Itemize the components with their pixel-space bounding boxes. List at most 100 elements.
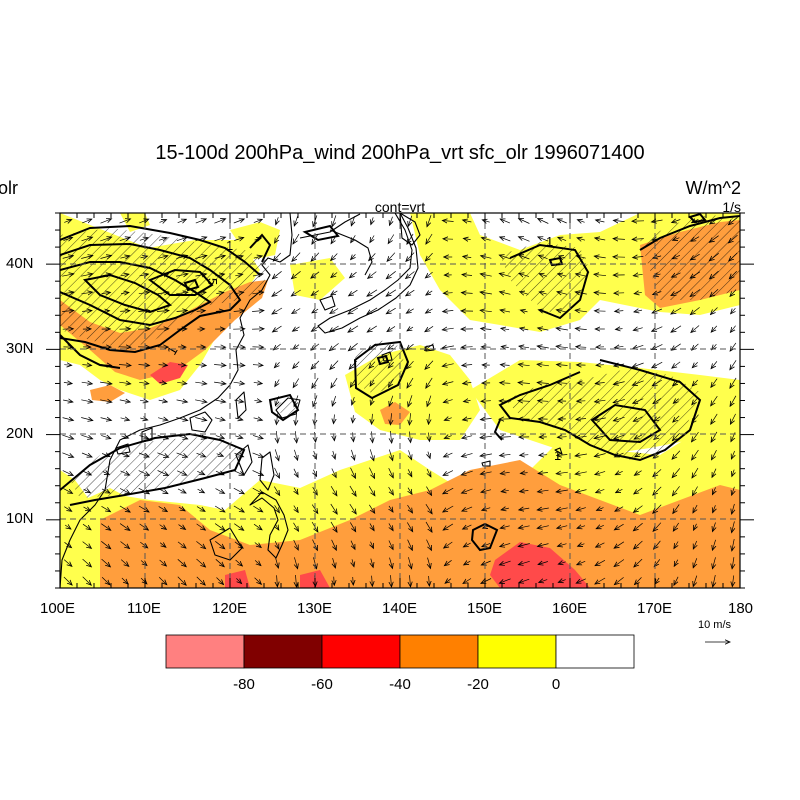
wind-vector <box>461 347 473 348</box>
wind-vector <box>118 365 131 366</box>
wind-vector <box>334 576 335 586</box>
wind-vector <box>690 289 701 297</box>
wind-vector <box>577 238 586 240</box>
wind-vector <box>333 450 335 459</box>
wind-vector <box>349 503 356 514</box>
wind-vector <box>594 454 606 457</box>
wind-vector <box>368 271 377 279</box>
wind-vector <box>462 365 473 366</box>
wind-vector <box>711 325 718 332</box>
wind-vector <box>351 540 355 550</box>
wind-vector <box>462 488 473 493</box>
wind-vector <box>120 311 130 312</box>
wind-vector <box>176 311 188 312</box>
wind-vector <box>293 522 299 531</box>
wind-vector <box>672 272 681 277</box>
colorbar-box <box>243 634 323 669</box>
wind-vector <box>652 326 663 332</box>
wind-vector <box>332 395 335 406</box>
wind-vector <box>214 418 225 421</box>
colorbar-label: -60 <box>311 676 333 693</box>
wind-vector <box>293 539 299 550</box>
wind-vector <box>480 292 492 294</box>
wind-vector <box>253 256 262 258</box>
wind-vector <box>500 219 510 224</box>
wind-vector <box>214 400 225 402</box>
wind-vector <box>331 377 338 388</box>
wind-vector <box>63 400 73 402</box>
wind-vector <box>371 217 373 224</box>
wind-vector <box>277 575 278 586</box>
wind-vector <box>711 396 718 406</box>
wind-vector <box>195 256 207 259</box>
wind-vector <box>64 506 71 512</box>
wind-vector <box>215 436 224 439</box>
wind-vector <box>691 325 700 333</box>
wind-vector <box>499 560 511 565</box>
wind-vector <box>480 310 492 311</box>
wind-vector <box>407 539 413 551</box>
wind-vector <box>101 523 111 531</box>
wind-vector <box>83 489 91 493</box>
wind-vector <box>64 220 71 223</box>
wind-vector <box>348 307 359 314</box>
wind-vector <box>82 311 92 312</box>
wind-vector <box>177 470 187 475</box>
wind-vector <box>390 430 391 443</box>
wind-vector <box>214 505 225 512</box>
wind-vector <box>501 508 509 510</box>
wind-vector <box>159 383 167 384</box>
colorbar-label: -20 <box>467 676 489 693</box>
wind-vector <box>558 562 566 564</box>
wind-vector <box>634 435 643 439</box>
wind-vector <box>672 486 680 495</box>
colorbar-box <box>321 634 401 669</box>
wind-vector <box>480 436 492 438</box>
wind-vector <box>313 395 318 406</box>
wind-vector <box>481 490 492 493</box>
wind-vector <box>653 504 662 514</box>
wind-vector <box>578 544 585 547</box>
reference-vector-label: 10 m/s <box>698 619 732 631</box>
wind-vector <box>538 544 549 547</box>
wind-vector <box>254 560 261 565</box>
wind-vector <box>272 271 282 278</box>
wind-vector <box>694 523 697 530</box>
wind-vector <box>500 310 510 312</box>
wind-vector <box>461 470 473 475</box>
colorbar-box <box>165 634 245 669</box>
wind-vector <box>138 470 150 476</box>
wind-vector <box>693 575 697 587</box>
wind-vector <box>481 329 492 330</box>
wind-vector <box>177 489 186 493</box>
wind-vector <box>518 401 531 402</box>
wind-vector <box>158 400 168 402</box>
wind-vector <box>253 382 262 383</box>
wind-vector <box>481 560 491 565</box>
wind-vector <box>729 270 737 279</box>
wind-vector <box>518 383 530 384</box>
wind-vector <box>100 237 111 242</box>
wind-vector <box>138 505 149 512</box>
wind-vector <box>539 580 548 583</box>
wind-vector <box>575 310 587 312</box>
x-tick-label: 140E <box>382 600 418 617</box>
wind-vector <box>596 220 605 222</box>
wind-vector <box>214 237 226 241</box>
wind-vector <box>730 377 737 388</box>
wind-vector <box>427 215 432 226</box>
wind-vector <box>409 413 410 425</box>
wind-vector <box>634 470 642 476</box>
wind-vector <box>463 543 471 547</box>
wind-vector <box>253 418 263 420</box>
wind-vector <box>100 418 112 421</box>
wind-vector <box>557 365 568 366</box>
wind-vector <box>235 418 243 420</box>
wind-vector <box>368 486 375 496</box>
wind-vector <box>214 382 226 384</box>
left-variable-label: olr <box>0 178 19 198</box>
wind-vector <box>81 274 93 276</box>
wind-vector <box>294 487 298 495</box>
wind-vector <box>595 238 606 240</box>
wind-vector <box>425 504 432 514</box>
